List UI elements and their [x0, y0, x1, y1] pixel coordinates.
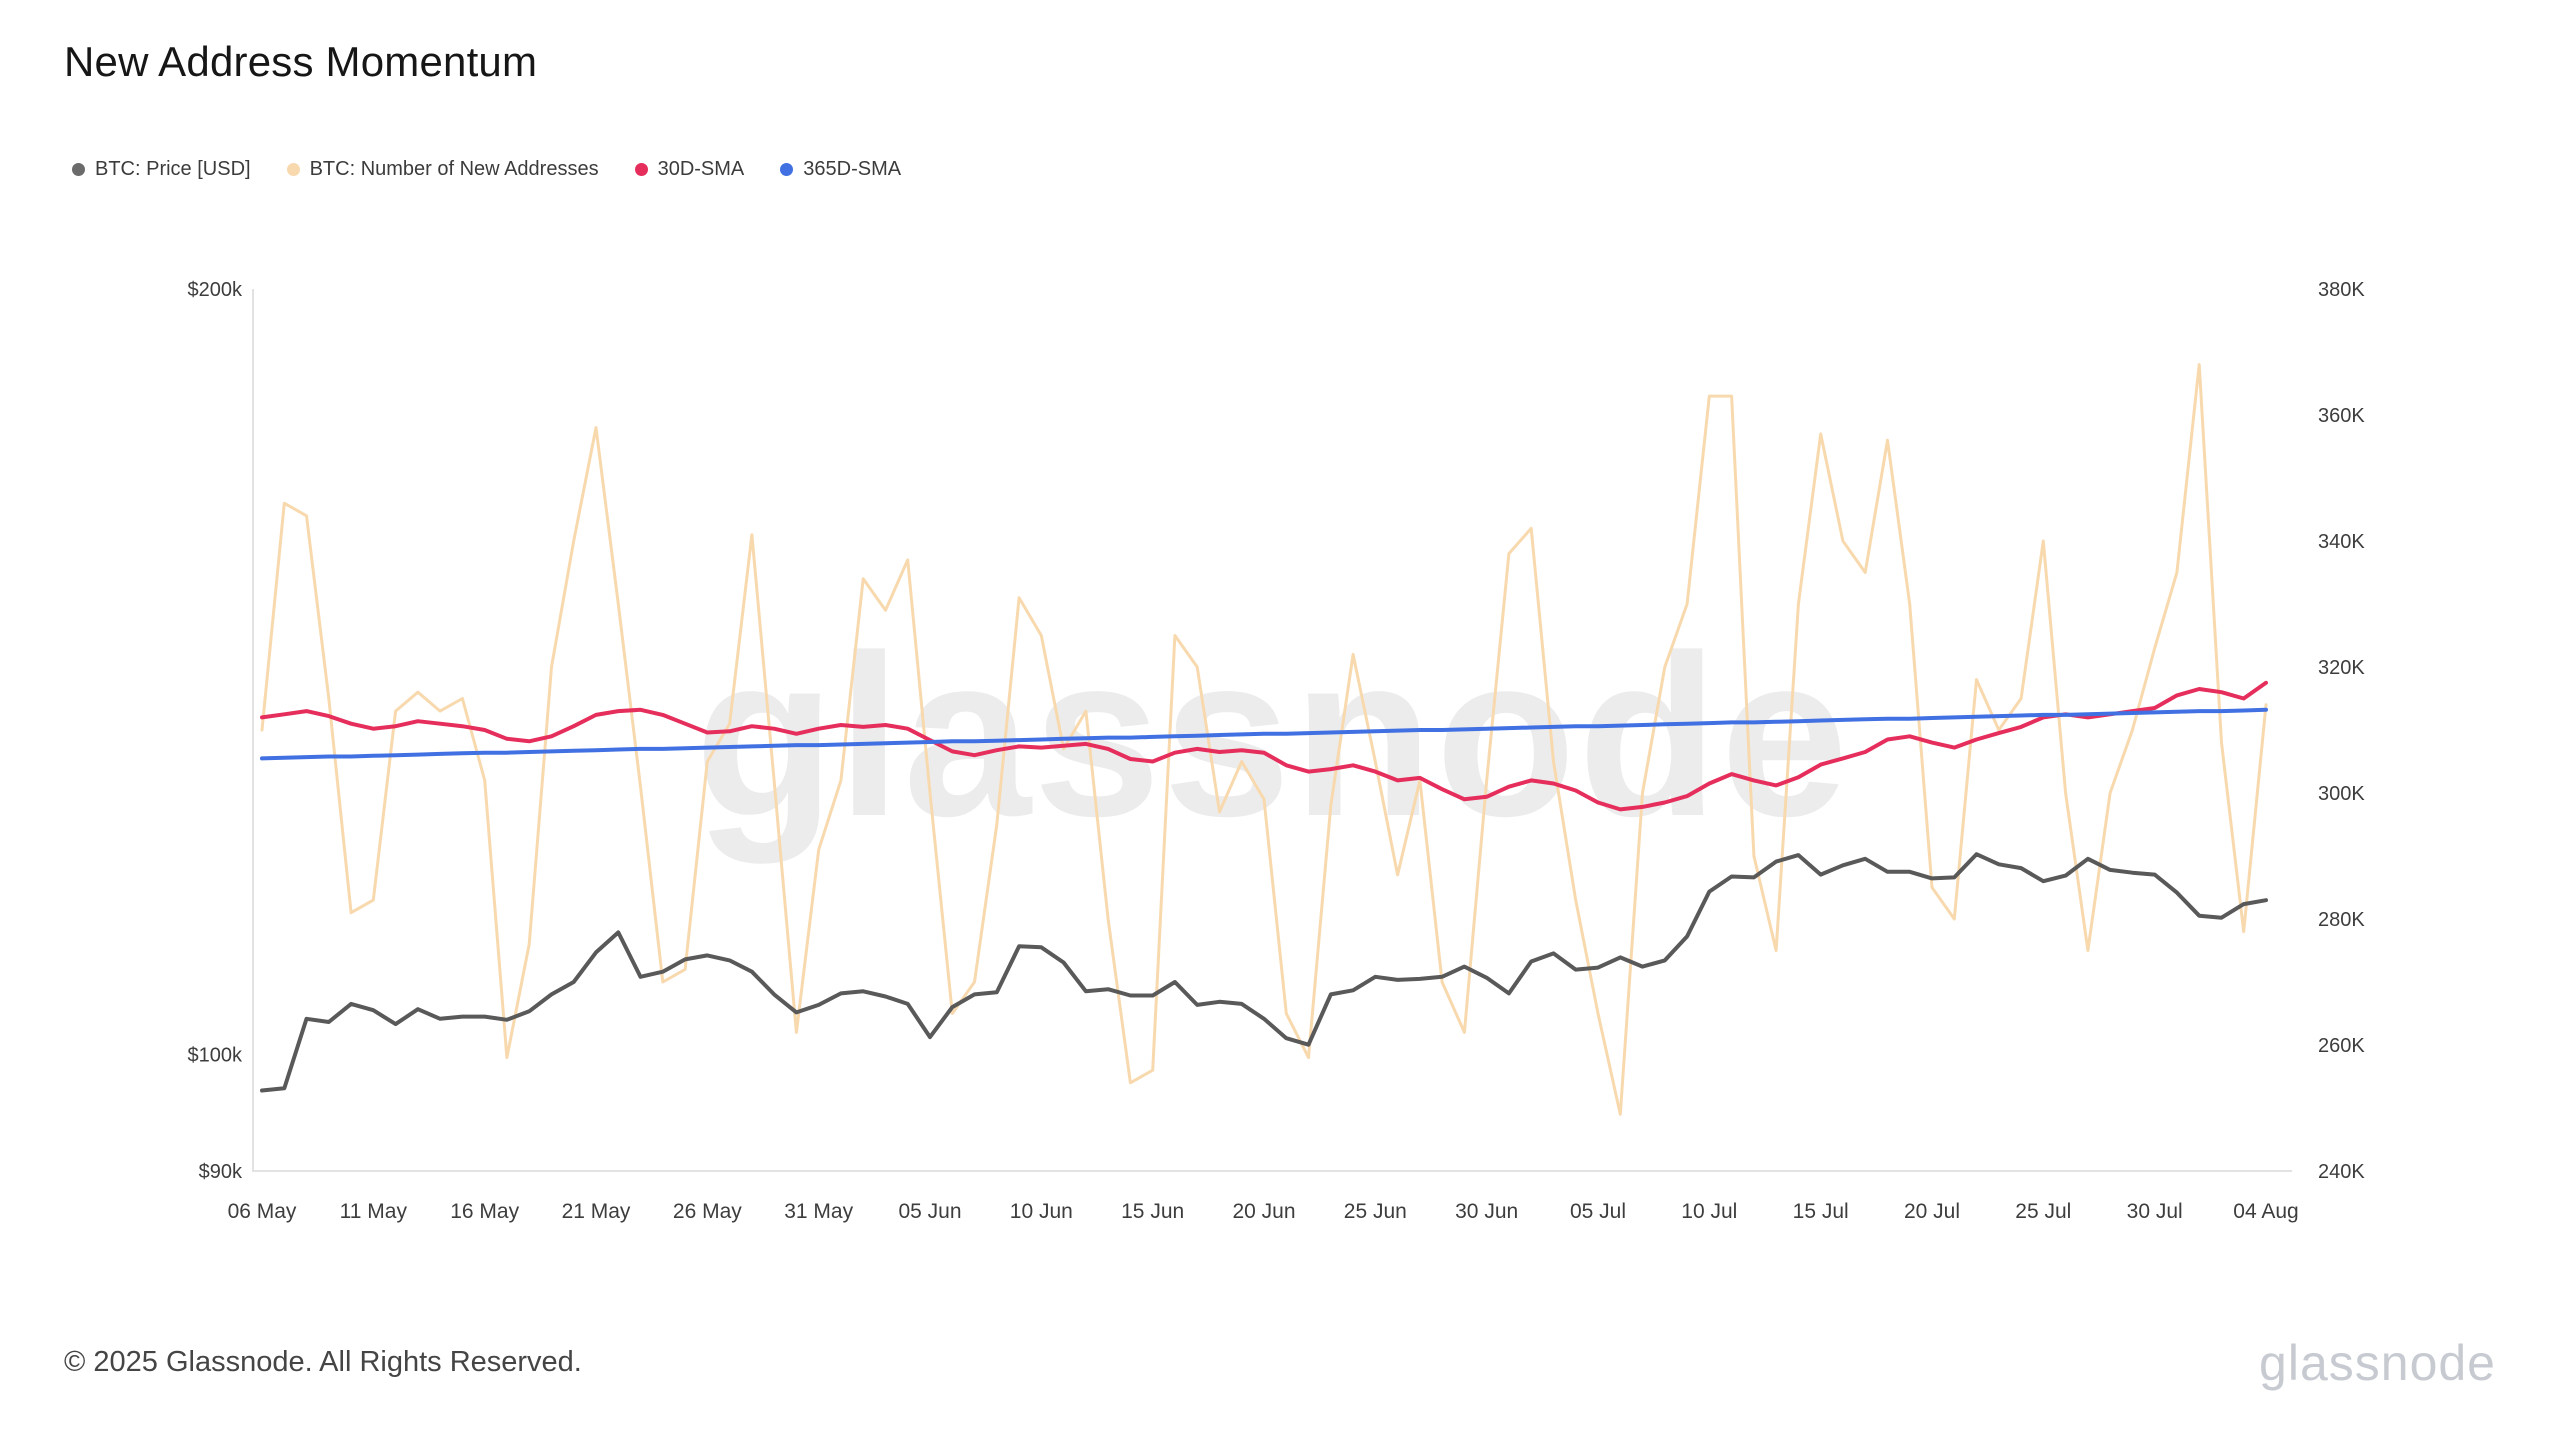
- legend-label-365d-sma: 365D-SMA: [803, 158, 902, 180]
- right-axis-tick: 240K: [2318, 1161, 2365, 1183]
- x-axis-tick: 20 Jun: [1232, 1200, 1295, 1223]
- x-axis-tick: 10 Jun: [1010, 1200, 1073, 1223]
- right-axis-tick: 300K: [2318, 783, 2365, 805]
- legend-item-new-addresses[interactable]: BTC: Number of New Addresses: [286, 158, 599, 181]
- x-axis-tick: 05 Jun: [898, 1200, 961, 1223]
- x-axis-tick: 30 Jun: [1455, 1200, 1518, 1223]
- right-axis-tick: 260K: [2318, 1035, 2365, 1057]
- series-30d-sma: [260, 680, 2268, 812]
- x-axis-tick: 30 Jul: [2127, 1200, 2183, 1223]
- x-axis-tick: 25 Jul: [2015, 1200, 2071, 1223]
- right-axis-tick: 280K: [2318, 909, 2365, 931]
- legend-item-btc-price[interactable]: BTC: Price [USD]: [72, 158, 251, 181]
- x-axis-tick: 21 May: [562, 1200, 631, 1223]
- x-axis-tick: 05 Jul: [1570, 1200, 1626, 1223]
- x-axis-tick: 25 Jun: [1344, 1200, 1407, 1223]
- legend-dot-30d-sma-icon: [634, 163, 648, 176]
- legend-label-btc-price: BTC: Price [USD]: [95, 158, 251, 180]
- x-axis-tick: 15 Jul: [1793, 1200, 1849, 1223]
- x-axis-tick: 16 May: [450, 1200, 519, 1223]
- axis-lines: [252, 289, 2292, 1172]
- right-axis-tick: 320K: [2318, 657, 2365, 679]
- legend-label-30d-sma: 30D-SMA: [657, 158, 745, 180]
- glassnode-logo: glassnode: [2259, 1335, 2496, 1391]
- right-axis-tick: 340K: [2318, 531, 2365, 553]
- right-axis-tick: 380K: [2318, 279, 2365, 301]
- series-btc-number-of-new-addresses: [260, 363, 2268, 1116]
- right-axis-tick: 360K: [2318, 405, 2365, 427]
- x-axis-tick: 10 Jul: [1681, 1200, 1737, 1223]
- legend-dot-new-addresses-icon: [286, 163, 300, 176]
- x-axis-tick: 26 May: [673, 1200, 742, 1223]
- left-axis-tick: $100k: [188, 1045, 243, 1067]
- legend-dot-btc-price-icon: [72, 163, 85, 176]
- page-title: New Address Momentum: [64, 38, 538, 85]
- x-axis-tick: 04 Aug: [2233, 1200, 2298, 1223]
- x-axis-tick: 06 May: [228, 1200, 297, 1223]
- series-365d-sma: [260, 707, 2268, 761]
- legend-item-365d-sma[interactable]: 365D-SMA: [780, 158, 901, 181]
- legend-item-30d-sma[interactable]: 30D-SMA: [634, 158, 745, 181]
- x-axis-tick: 20 Jul: [1904, 1200, 1960, 1223]
- legend-label-new-addresses: BTC: Number of New Addresses: [309, 158, 599, 180]
- left-axis-tick: $90k: [199, 1161, 243, 1183]
- series-btc-price-usd: [260, 852, 2268, 1093]
- legend-dot-365d-sma-icon: [780, 163, 794, 176]
- left-axis-tick: $200k: [188, 279, 243, 301]
- copyright-text: © 2025 Glassnode. All Rights Reserved.: [64, 1346, 582, 1378]
- x-axis-tick: 31 May: [784, 1200, 853, 1223]
- x-axis-tick: 11 May: [340, 1200, 408, 1223]
- x-axis-tick: 15 Jun: [1121, 1200, 1184, 1223]
- legend: BTC: Price [USD] BTC: Number of New Addr…: [72, 158, 901, 181]
